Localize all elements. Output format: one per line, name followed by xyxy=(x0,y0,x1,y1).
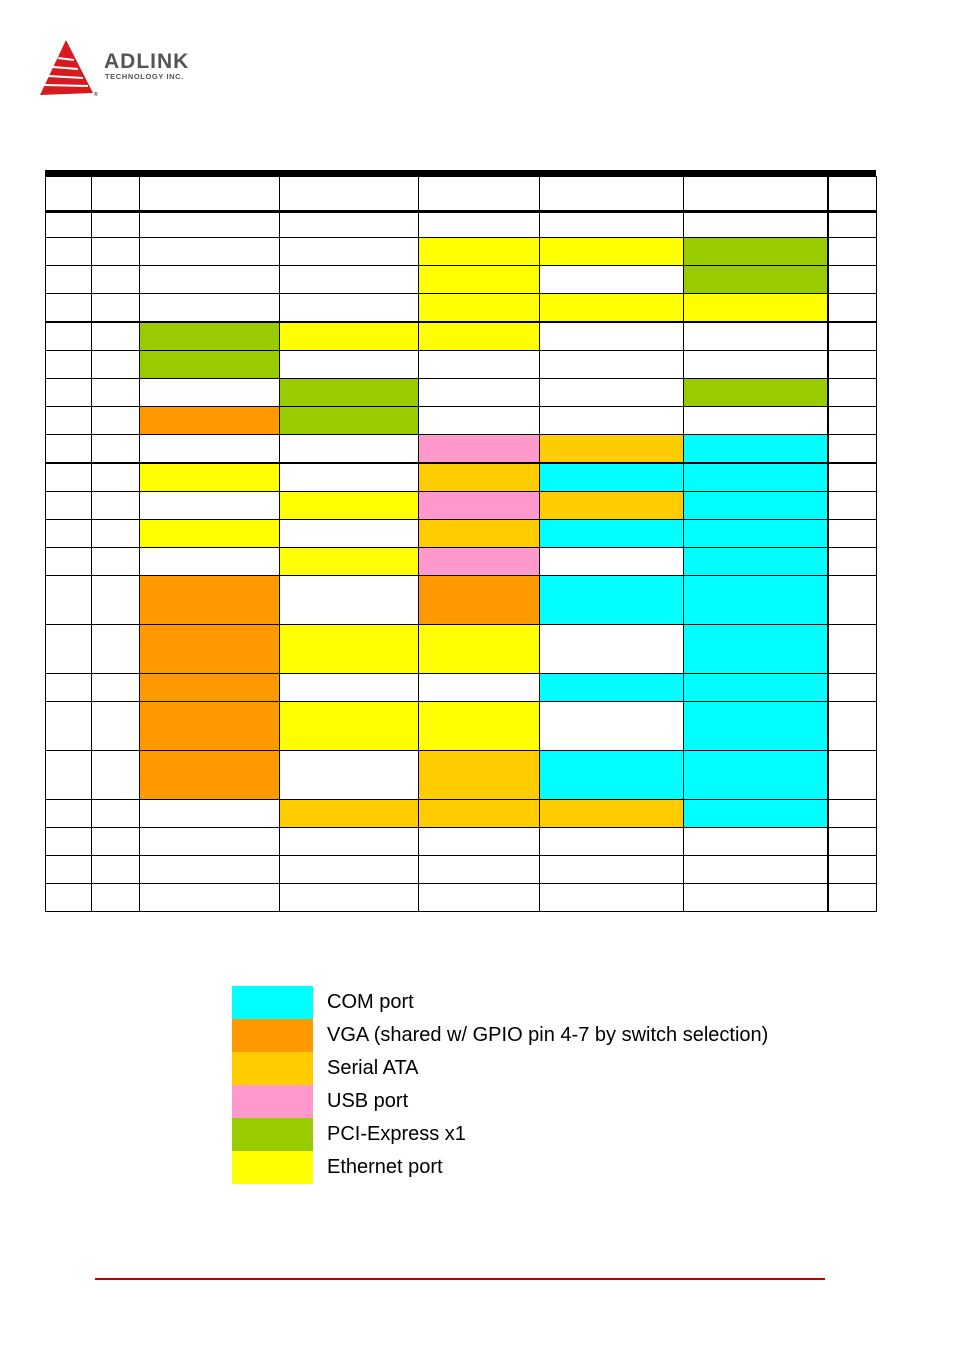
legend-swatch-vga xyxy=(232,1019,313,1052)
adlink-triangle-icon: ® xyxy=(40,40,98,98)
table-row xyxy=(45,673,877,702)
table-row xyxy=(45,378,877,407)
logo-subtitle: TECHNOLOGY INC. xyxy=(105,72,184,81)
legend-label-pcie: PCI-Express x1 xyxy=(327,1123,466,1145)
table-row xyxy=(45,519,877,548)
table-row xyxy=(45,575,877,625)
legend-label-com: COM port xyxy=(327,991,414,1013)
legend-swatch-sata xyxy=(232,1052,313,1085)
legend-label-usb: USB port xyxy=(327,1090,409,1112)
table-row xyxy=(45,750,877,800)
svg-text:®: ® xyxy=(94,91,98,98)
legend-label-vga: VGA (shared w/ GPIO pin 4-7 by switch se… xyxy=(327,1024,769,1046)
table-row xyxy=(45,293,877,323)
legend-swatch-eth xyxy=(232,1151,313,1184)
table-row xyxy=(45,827,877,856)
table-row xyxy=(45,855,877,884)
pin-assignment-table xyxy=(45,170,877,912)
adlink-logo: ® ADLINK TECHNOLOGY INC. xyxy=(38,38,238,98)
legend-swatch-pcie xyxy=(232,1118,313,1151)
table-row xyxy=(45,237,877,266)
legend-swatch-com xyxy=(232,986,313,1019)
table-row xyxy=(45,406,877,435)
legend-label-eth: Ethernet port xyxy=(327,1156,443,1178)
table-row xyxy=(45,624,877,674)
table-row xyxy=(45,547,877,576)
table-row xyxy=(45,350,877,379)
legend-swatch-usb xyxy=(232,1085,313,1118)
footer-divider xyxy=(95,1278,825,1280)
table-row xyxy=(45,434,877,464)
table-row xyxy=(45,883,877,912)
table-row xyxy=(45,799,877,828)
legend-label-sata: Serial ATA xyxy=(327,1057,419,1079)
logo-name: ADLINK xyxy=(104,50,190,73)
table-row xyxy=(45,462,877,492)
table-row xyxy=(45,211,877,238)
table-header-row xyxy=(45,176,877,213)
table-row xyxy=(45,265,877,294)
table-row xyxy=(45,321,877,351)
table-row xyxy=(45,701,877,751)
table-row xyxy=(45,491,877,520)
